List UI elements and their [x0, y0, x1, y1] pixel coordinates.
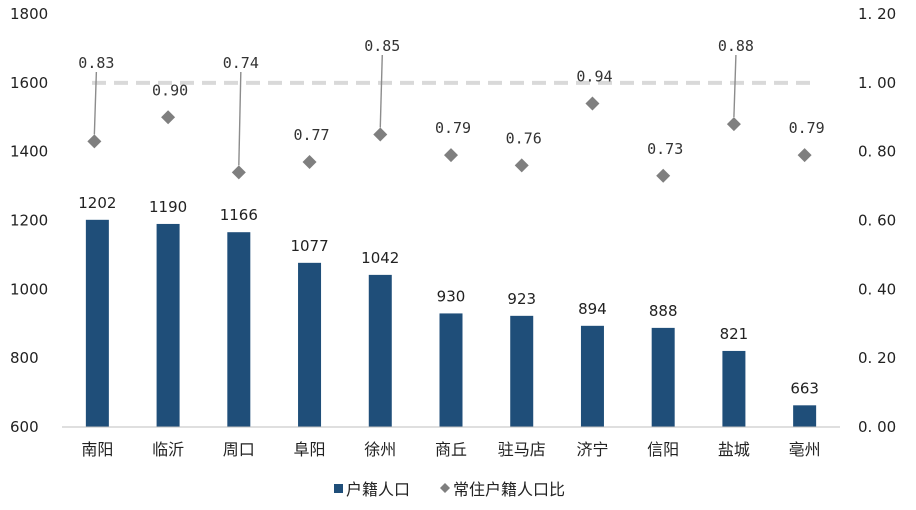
ratio-points-group: [87, 96, 812, 183]
ratio-point: [302, 154, 317, 169]
ratio-value-label: 0.74: [223, 54, 259, 72]
bar-value-label: 1190: [149, 198, 187, 216]
bar: [793, 405, 817, 427]
ratio-point: [585, 96, 600, 111]
bar: [510, 315, 534, 427]
bar: [580, 325, 604, 427]
ratio-value-label: 0.90: [152, 81, 188, 99]
ratio-point: [231, 165, 246, 180]
bar: [298, 262, 322, 427]
ratio-point: [514, 158, 529, 173]
bar: [368, 274, 392, 427]
x-tick-label: 阜阳: [294, 440, 326, 459]
y-left-tick-label: 600: [10, 418, 39, 436]
bar: [439, 313, 463, 427]
ratio-value-label: 0.83: [78, 54, 114, 72]
y-left-tick-label: 1600: [10, 74, 48, 92]
y-right-tick-label: 1. 00: [858, 74, 896, 92]
x-tick-label: 信阳: [647, 440, 679, 459]
bar-value-label: 1166: [220, 206, 258, 224]
x-tick-label: 亳州: [789, 440, 821, 459]
x-tick-label: 驻马店: [498, 440, 546, 459]
bar-value-label: 1202: [78, 194, 116, 212]
y-left-tick-label: 1800: [10, 5, 48, 23]
bar-value-label: 1077: [290, 237, 328, 255]
legend-label-bar: 户籍人口: [346, 480, 410, 499]
y-right-tick-label: 0. 40: [858, 280, 896, 298]
bar: [722, 350, 746, 427]
bar-value-label: 888: [649, 302, 678, 320]
bar-value-label: 894: [578, 300, 607, 318]
y-right-tick-label: 1. 20: [858, 5, 896, 23]
x-tick-label: 盐城: [718, 440, 750, 459]
axes-group: 南阳 临沂 周口 阜阳 徐州 商丘 驻马店 济宁 信阳 盐城 亳州 600 800 1000 1200 140…: [10, 5, 896, 459]
y-right-tick-label: 0. 20: [858, 349, 896, 367]
bar-value-label: 923: [507, 290, 536, 308]
bar-value-label: 930: [437, 287, 466, 305]
ratio-value-label: 0.85: [364, 37, 400, 55]
y-right-tick-label: 0. 60: [858, 212, 896, 230]
y-left-tick-label: 1000: [10, 280, 48, 298]
ratio-point: [726, 117, 741, 132]
y-left-tick-label: 1400: [10, 143, 48, 161]
ratio-point: [373, 127, 388, 142]
ratio-point: [797, 148, 812, 163]
ratio-point: [87, 134, 102, 149]
legend-swatch-diamond: [440, 483, 450, 493]
legend-label-ratio: 常住户籍人口比: [453, 480, 565, 499]
x-tick-label: 周口: [223, 440, 255, 459]
y-left-tick-label: 800: [10, 349, 39, 367]
ratio-value-label: 0.94: [576, 67, 612, 85]
y-right-tick-label: 0. 00: [858, 418, 896, 436]
bar-value-label: 821: [720, 325, 749, 343]
ratio-value-label: 0.77: [293, 126, 329, 144]
leader-lines-group: [93, 54, 737, 166]
x-tick-label: 南阳: [81, 440, 113, 459]
ratio-point: [444, 148, 458, 163]
ratio-value-label: 0.73: [647, 140, 683, 158]
bar: [651, 327, 675, 427]
ratio-point: [656, 168, 671, 183]
x-tick-label: 临沂: [152, 440, 184, 459]
y-right-tick-label: 0. 80: [858, 143, 896, 161]
bar: [156, 223, 180, 427]
bars-group: [85, 219, 817, 427]
leader-line: [93, 71, 98, 135]
leader-line: [379, 54, 383, 128]
ratio-value-label: 0.76: [506, 129, 542, 147]
x-tick-label: 济宁: [576, 440, 608, 459]
bar-value-label: 1042: [361, 249, 399, 267]
y-left-tick-label: 1200: [10, 212, 48, 230]
ratio-value-label: 0.88: [718, 37, 754, 55]
data-labels-group: 1202 1190 1166 1077 1042 930 923 894 888 821 663 0.…: [78, 37, 824, 397]
leader-line: [238, 71, 242, 166]
ratio-value-label: 0.79: [789, 119, 825, 137]
ratio-value-label: 0.79: [435, 119, 471, 137]
bar: [227, 232, 251, 427]
ratio-point: [161, 110, 176, 125]
x-tick-label: 徐州: [364, 440, 396, 459]
legend: 户籍人口 常住户籍人口比: [334, 480, 565, 499]
bar-value-label: 663: [790, 379, 819, 397]
leader-line: [733, 54, 737, 118]
legend-swatch-bar: [334, 484, 343, 493]
bar: [85, 219, 109, 427]
x-tick-label: 商丘: [435, 440, 467, 459]
